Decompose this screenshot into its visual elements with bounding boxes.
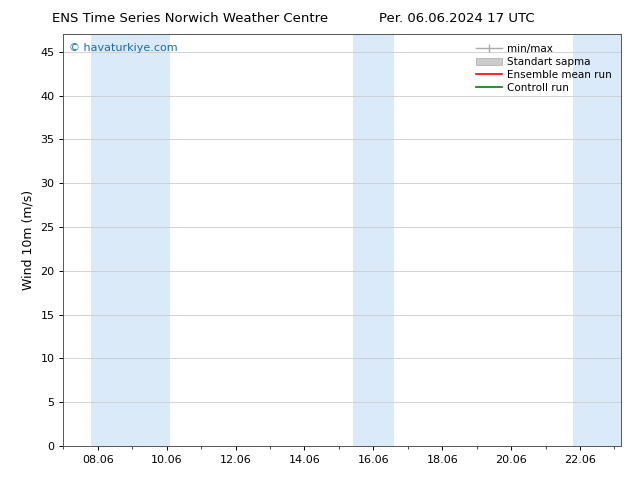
Bar [91, 34, 170, 446]
Legend: min/max, Standart sapma, Ensemble mean run, Controll run: min/max, Standart sapma, Ensemble mean r… [472, 40, 616, 97]
Text: ENS Time Series Norwich Weather Centre: ENS Time Series Norwich Weather Centre [52, 12, 328, 25]
Y-axis label: Wind 10m (m/s): Wind 10m (m/s) [22, 190, 35, 290]
Bar [353, 34, 394, 446]
Text: © havaturkiye.com: © havaturkiye.com [69, 43, 178, 52]
Text: Per. 06.06.2024 17 UTC: Per. 06.06.2024 17 UTC [378, 12, 534, 25]
Bar [573, 34, 621, 446]
